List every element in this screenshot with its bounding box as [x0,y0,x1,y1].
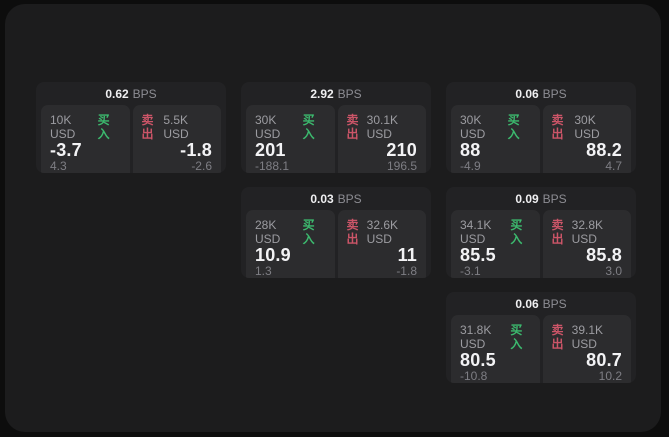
buy-price: -3.7 [50,140,82,160]
buy-amount: 10K USD [50,113,76,141]
sell-price: 210 [386,140,417,160]
sell-delta: -2.6 [191,159,212,173]
sell-delta: 196.5 [386,159,417,173]
quote-card: 2.92 BPS 30K USD 买入 201 -188.1 卖出 30.1K … [241,82,431,173]
buy-cell[interactable]: 30K USD 买入 88 -4.9 [451,105,540,173]
buy-tag: 买入 [302,113,315,141]
buy-price: 88 [460,140,481,160]
bps-header: 2.92 BPS [241,82,431,105]
bps-header: 0.09 BPS [446,187,636,210]
quote-card: 0.62 BPS 10K USD 买入 -3.7 4.3 卖出 5.5K USD [36,82,226,173]
sell-cell[interactable]: 卖出 5.5K USD -1.8 -2.6 [132,105,221,173]
sell-cell[interactable]: 卖出 32.6K USD 11 -1.8 [337,210,426,278]
bps-header: 0.06 BPS [446,82,636,105]
sell-amount: 39.1K USD [571,323,603,351]
buy-cell[interactable]: 30K USD 买入 201 -188.1 [246,105,335,173]
quote-card: 0.06 BPS 31.8K USD 买入 80.5 -10.8 卖出 39.1… [446,292,636,383]
buy-tag: 买入 [510,218,523,246]
buy-price: 10.9 [255,245,291,265]
sell-delta: -1.8 [396,264,417,278]
sell-cell[interactable]: 卖出 30.1K USD 210 196.5 [337,105,426,173]
sell-price: 85.8 [586,245,622,265]
buy-price: 80.5 [460,350,496,370]
quote-card: 0.06 BPS 30K USD 买入 88 -4.9 卖出 30K USD [446,82,636,173]
sell-tag: 卖出 [551,113,564,141]
main-panel: 0.62 BPS 10K USD 买入 -3.7 4.3 卖出 5.5K USD [5,4,661,432]
buy-delta: -4.9 [460,159,481,173]
sell-tag: 卖出 [346,218,359,246]
quote-card-body: 34.1K USD 买入 85.5 -3.1 卖出 32.8K USD 85.8… [446,210,636,278]
bps-unit-label: BPS [542,296,567,311]
sell-price: -1.8 [180,140,212,160]
buy-amount: 31.8K USD [460,323,492,351]
sell-price: 11 [397,245,417,265]
buy-tag: 买入 [507,113,520,141]
quote-card-body: 30K USD 买入 201 -188.1 卖出 30.1K USD 210 1… [241,105,431,173]
buy-amount: 28K USD [255,218,281,246]
sell-cell[interactable]: 卖出 32.8K USD 85.8 3.0 [542,210,631,278]
sell-amount: 30.1K USD [366,113,398,141]
sell-tag: 卖出 [551,218,564,246]
sell-price: 80.7 [586,350,622,370]
bps-value: 0.06 [515,86,539,101]
sell-cell[interactable]: 卖出 39.1K USD 80.7 10.2 [542,315,631,383]
buy-tag: 买入 [302,218,315,246]
buy-tag: 买入 [510,323,523,351]
quote-card-body: 30K USD 买入 88 -4.9 卖出 30K USD 88.2 4.7 [446,105,636,173]
bps-value: 0.03 [310,191,334,206]
buy-amount: 30K USD [255,113,281,141]
bps-value: 0.62 [105,86,129,101]
buy-delta: -10.8 [460,369,488,383]
buy-cell[interactable]: 28K USD 买入 10.9 1.3 [246,210,335,278]
bps-unit-label: BPS [542,86,567,101]
buy-tag: 买入 [97,113,110,141]
sell-amount: 32.6K USD [366,218,398,246]
bps-unit-label: BPS [337,86,362,101]
bps-unit-label: BPS [337,191,362,206]
buy-delta: -188.1 [255,159,290,173]
quote-card-body: 31.8K USD 买入 80.5 -10.8 卖出 39.1K USD 80.… [446,315,636,383]
buy-delta: 4.3 [50,159,67,173]
quote-card-body: 28K USD 买入 10.9 1.3 卖出 32.6K USD 11 -1.8 [241,210,431,278]
sell-delta: 4.7 [605,159,622,173]
quote-card-body: 10K USD 买入 -3.7 4.3 卖出 5.5K USD -1.8 -2.… [36,105,226,173]
sell-delta: 10.2 [598,369,622,383]
bps-header: 0.62 BPS [36,82,226,105]
buy-amount: 30K USD [460,113,486,141]
bps-value: 2.92 [310,86,334,101]
sell-amount: 5.5K USD [163,113,189,141]
bps-header: 0.06 BPS [446,292,636,315]
bps-header: 0.03 BPS [241,187,431,210]
quote-card: 0.09 BPS 34.1K USD 买入 85.5 -3.1 卖出 32.8K… [446,187,636,278]
quote-card-grid: 0.62 BPS 10K USD 买入 -3.7 4.3 卖出 5.5K USD [36,82,636,383]
sell-tag: 卖出 [551,323,564,351]
buy-price: 201 [255,140,286,160]
buy-amount: 34.1K USD [460,218,492,246]
sell-tag: 卖出 [346,113,359,141]
bps-unit-label: BPS [542,191,567,206]
buy-cell[interactable]: 34.1K USD 买入 85.5 -3.1 [451,210,540,278]
sell-cell[interactable]: 卖出 30K USD 88.2 4.7 [542,105,631,173]
buy-delta: -3.1 [460,264,481,278]
bps-value: 0.09 [515,191,539,206]
bps-unit-label: BPS [132,86,157,101]
buy-delta: 1.3 [255,264,272,278]
sell-price: 88.2 [586,140,622,160]
buy-cell[interactable]: 10K USD 买入 -3.7 4.3 [41,105,130,173]
sell-amount: 32.8K USD [571,218,603,246]
sell-amount: 30K USD [574,113,600,141]
quote-card: 0.03 BPS 28K USD 买入 10.9 1.3 卖出 32.6K US… [241,187,431,278]
buy-price: 85.5 [460,245,496,265]
bps-value: 0.06 [515,296,539,311]
sell-tag: 卖出 [141,113,154,141]
buy-cell[interactable]: 31.8K USD 买入 80.5 -10.8 [451,315,540,383]
sell-delta: 3.0 [605,264,622,278]
